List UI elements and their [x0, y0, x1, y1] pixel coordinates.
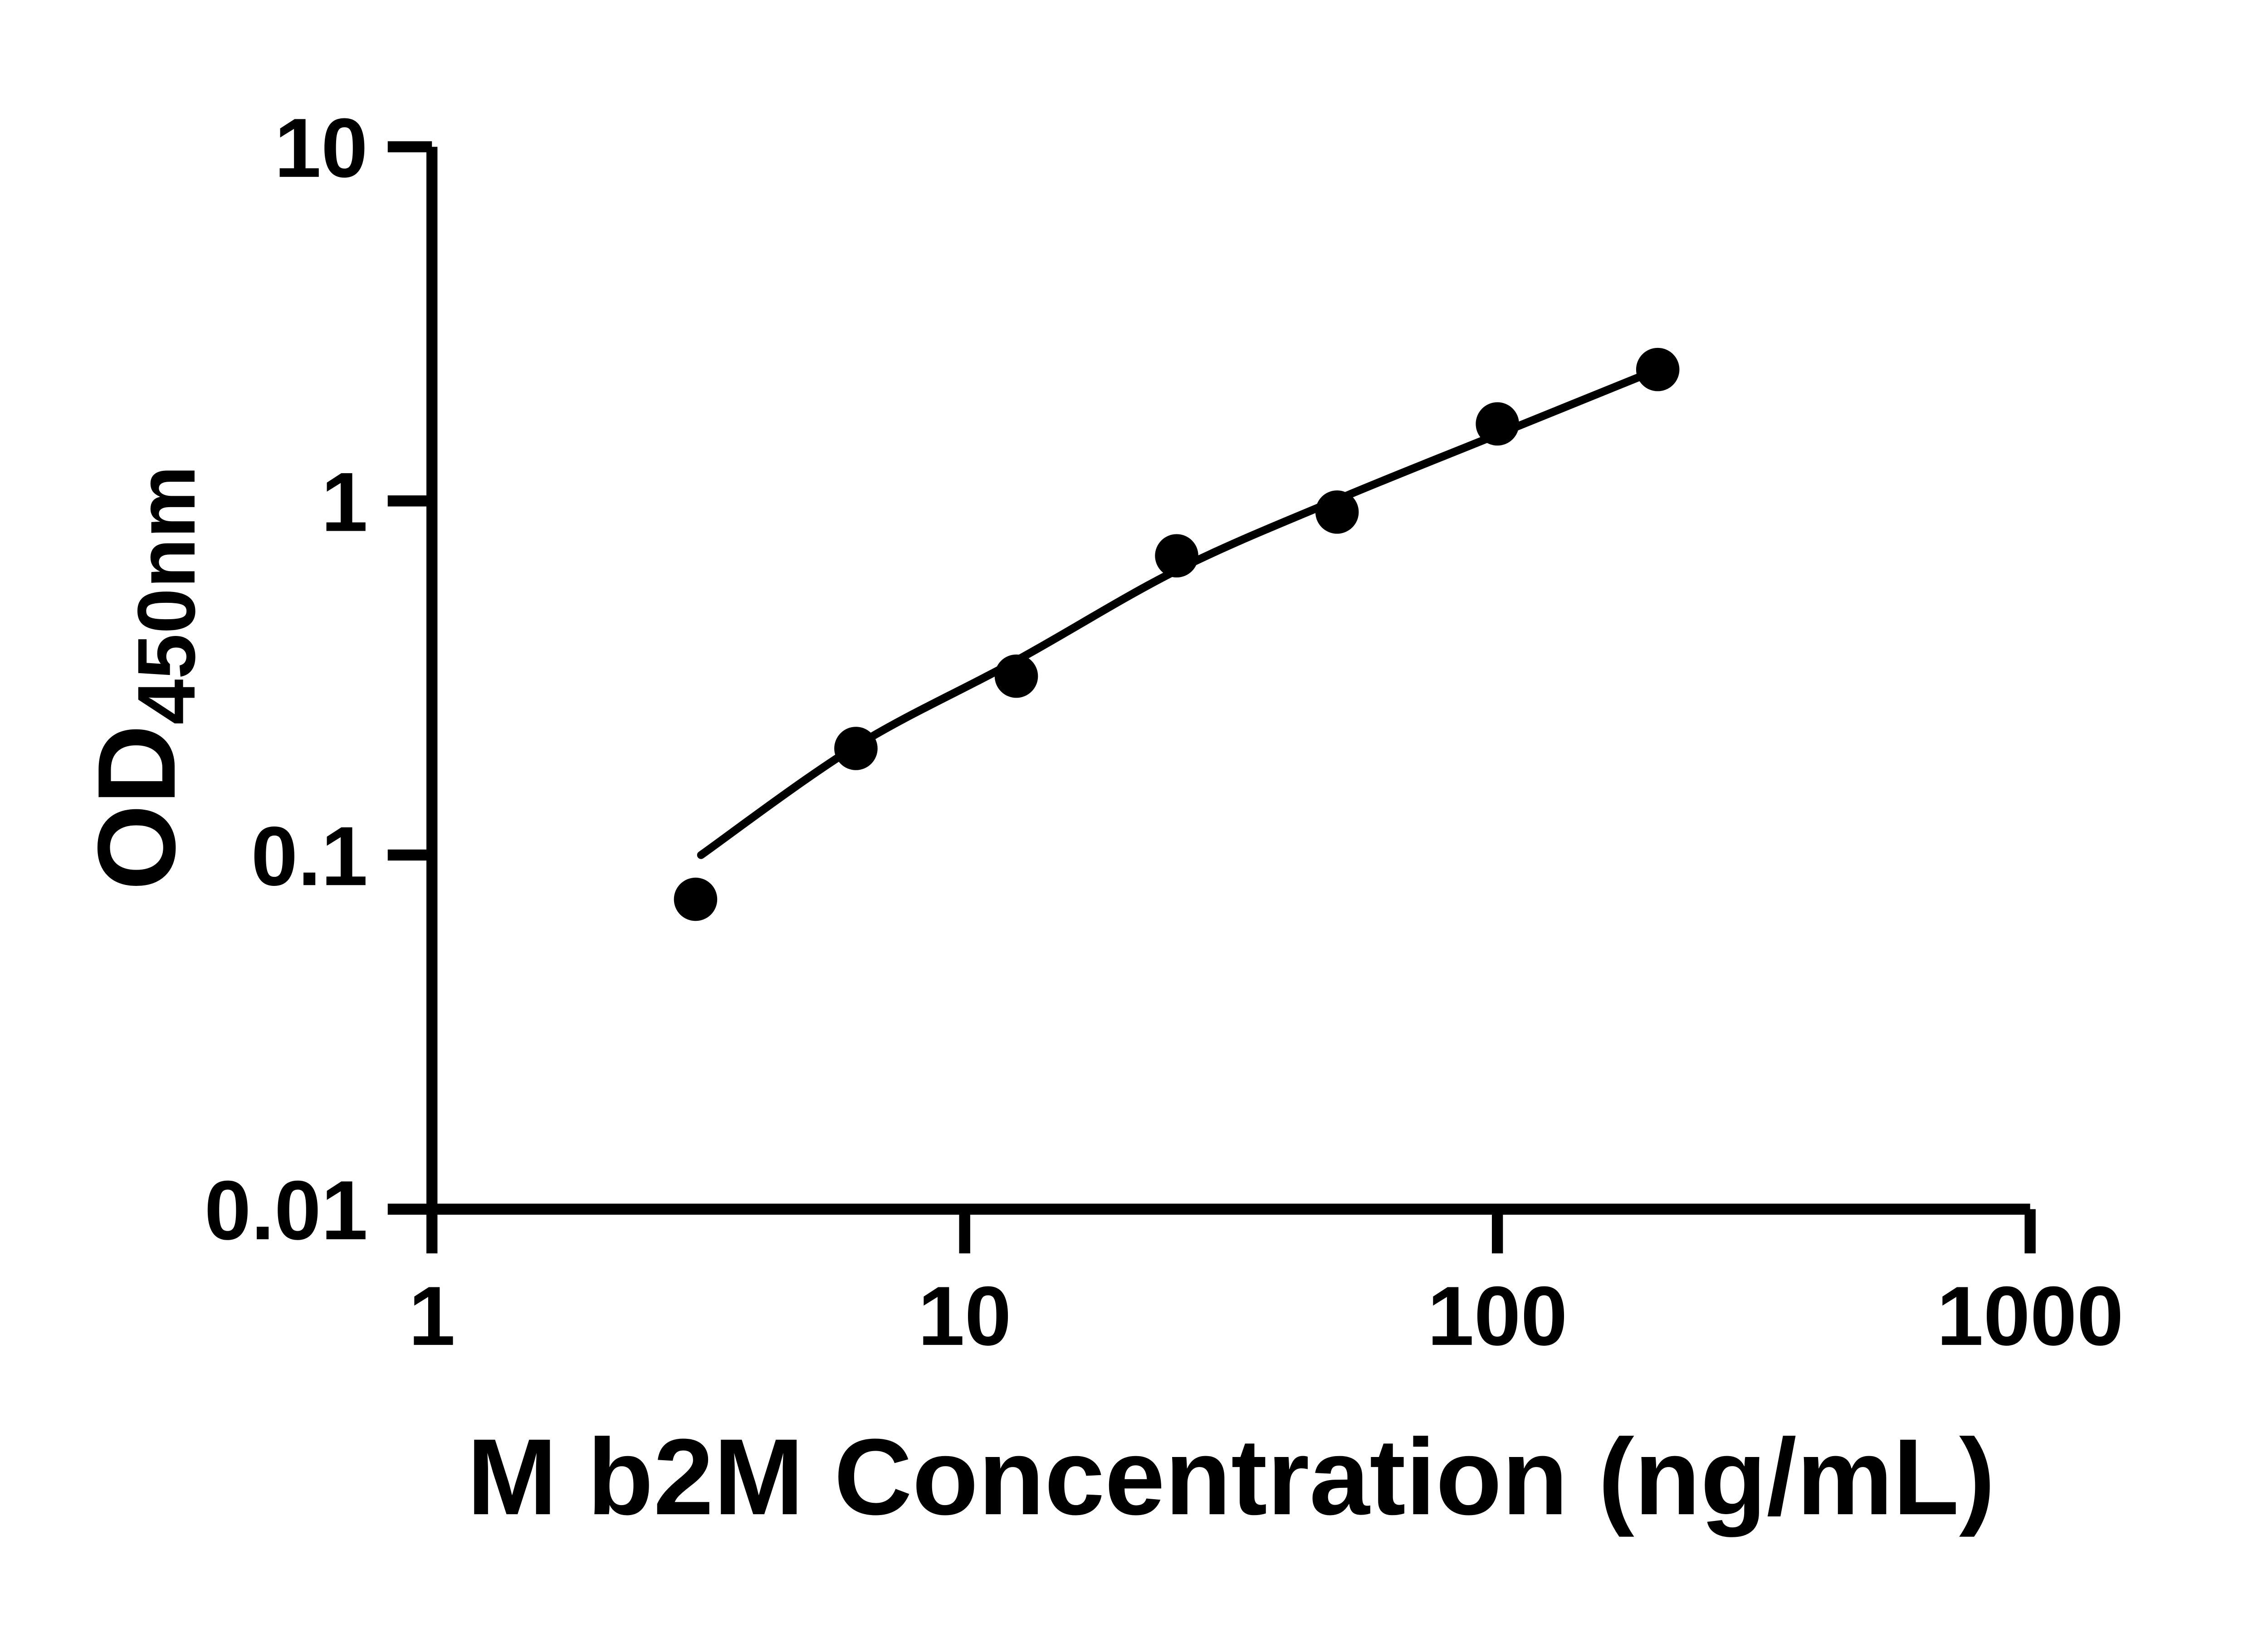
- data-point: [1476, 402, 1519, 446]
- data-point: [674, 877, 718, 921]
- y-tick-label: 1: [321, 455, 368, 549]
- data-point: [1315, 490, 1359, 534]
- elisa-standard-curve-figure: 10 1 0.1 0.01 1 10 100 1000 M b2M Concentration …: [74, 101, 2124, 1538]
- x-tick-label: 1: [409, 1269, 455, 1363]
- x-tick-label: 10: [918, 1269, 1012, 1363]
- fit-curve: [697, 365, 1662, 859]
- data-point: [1636, 347, 1680, 391]
- chart-canvas: 10 1 0.1 0.01 1 10 100 1000 M b2M Concentration …: [74, 101, 2124, 1538]
- y-tick-label: 0.01: [205, 1164, 368, 1257]
- y-axis-title-main: OD: [74, 725, 198, 890]
- y-axis-title: OD450nm: [74, 465, 212, 890]
- x-tick-label: 1000: [1937, 1269, 2124, 1363]
- x-axis-title: M b2M Concentration (ng/mL): [467, 1416, 1995, 1537]
- data-point: [834, 727, 878, 770]
- data-point: [1155, 534, 1198, 577]
- data-point: [994, 654, 1038, 698]
- y-tick-label: 10: [274, 101, 368, 195]
- y-tick-label: 0.1: [251, 809, 367, 903]
- y-axis-title-subscript: 450nm: [121, 465, 212, 724]
- x-tick-label: 100: [1427, 1269, 1568, 1363]
